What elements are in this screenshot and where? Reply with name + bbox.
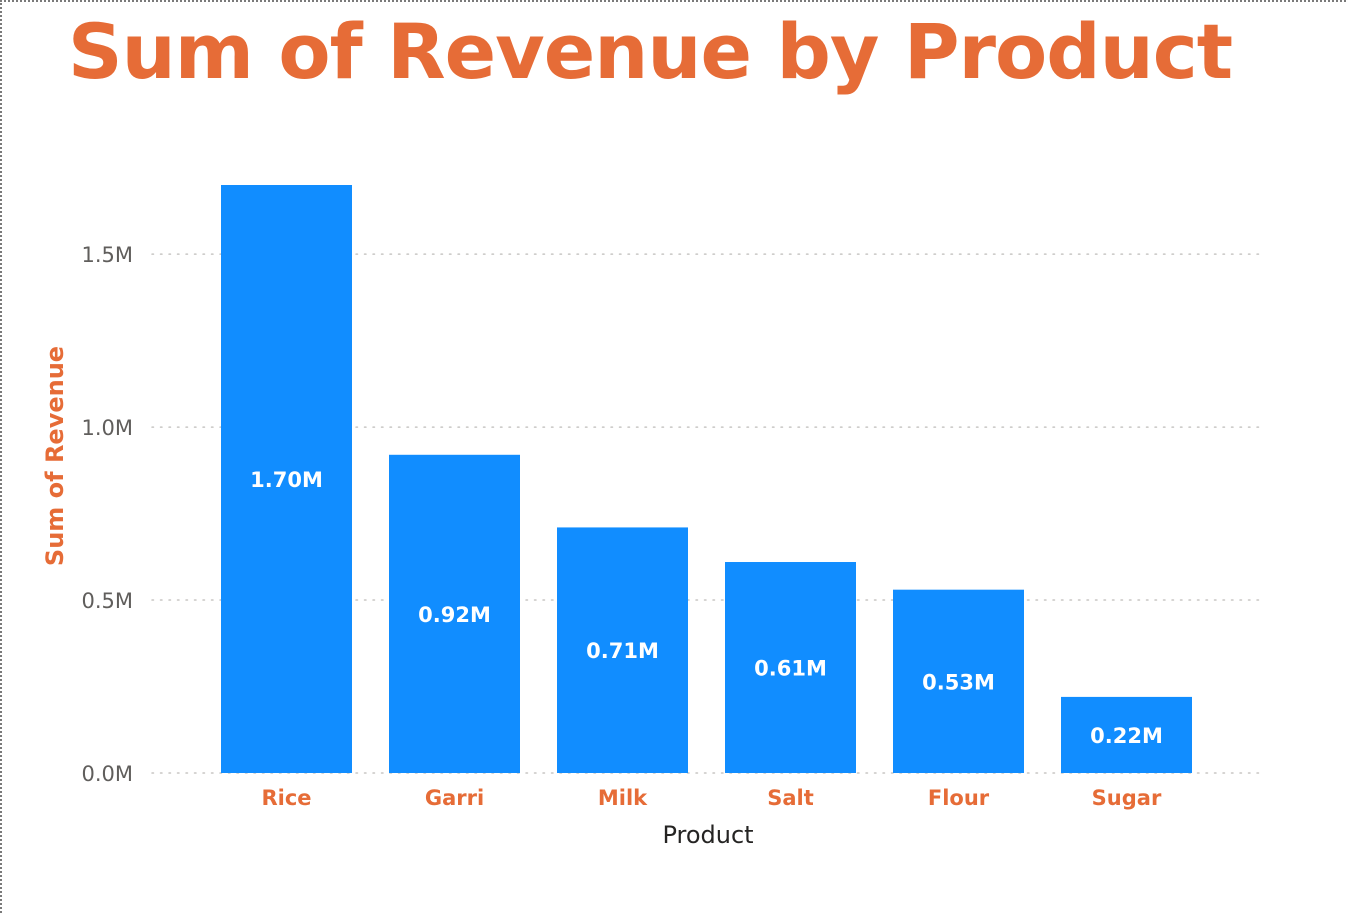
bar-garri[interactable] <box>389 454 520 773</box>
x-tick-label[interactable]: Milk <box>598 786 648 810</box>
x-axis-title: Product <box>662 821 753 849</box>
y-tick-label: 1.0M <box>81 416 133 440</box>
bars[interactable] <box>221 185 1192 773</box>
data-labels: 1.70M 0.92M 0.71M 0.61M 0.53M 0.22M <box>250 468 1163 748</box>
y-axis-title: Sum of Revenue <box>41 346 69 566</box>
x-tick-label[interactable]: Salt <box>767 786 814 810</box>
x-tick-label[interactable]: Garri <box>425 786 484 810</box>
data-label: 1.70M <box>250 468 323 492</box>
chart-title: Sum of Revenue by Product <box>67 7 1233 96</box>
bar-rice[interactable] <box>221 185 352 773</box>
y-tick-label: 0.0M <box>81 762 133 786</box>
x-tick-label[interactable]: Flour <box>928 786 990 810</box>
y-axis-ticks: 0.0M 0.5M 1.0M 1.5M <box>81 243 133 786</box>
data-label: 0.71M <box>586 639 659 663</box>
y-tick-label: 0.5M <box>81 589 133 613</box>
bar-sugar[interactable] <box>1061 696 1192 773</box>
bar-salt[interactable] <box>725 562 856 773</box>
y-tick-label: 1.5M <box>81 243 133 267</box>
bar-milk[interactable] <box>557 527 688 773</box>
data-label: 0.61M <box>754 657 827 681</box>
data-label: 0.22M <box>1090 724 1163 748</box>
data-label: 0.92M <box>418 603 491 627</box>
x-tick-label[interactable]: Rice <box>261 786 311 810</box>
x-axis-ticks: Rice Garri Milk Salt Flour Sugar <box>261 786 1161 810</box>
bar-flour[interactable] <box>893 589 1024 773</box>
data-label: 0.53M <box>922 670 995 694</box>
x-tick-label[interactable]: Sugar <box>1092 786 1162 810</box>
